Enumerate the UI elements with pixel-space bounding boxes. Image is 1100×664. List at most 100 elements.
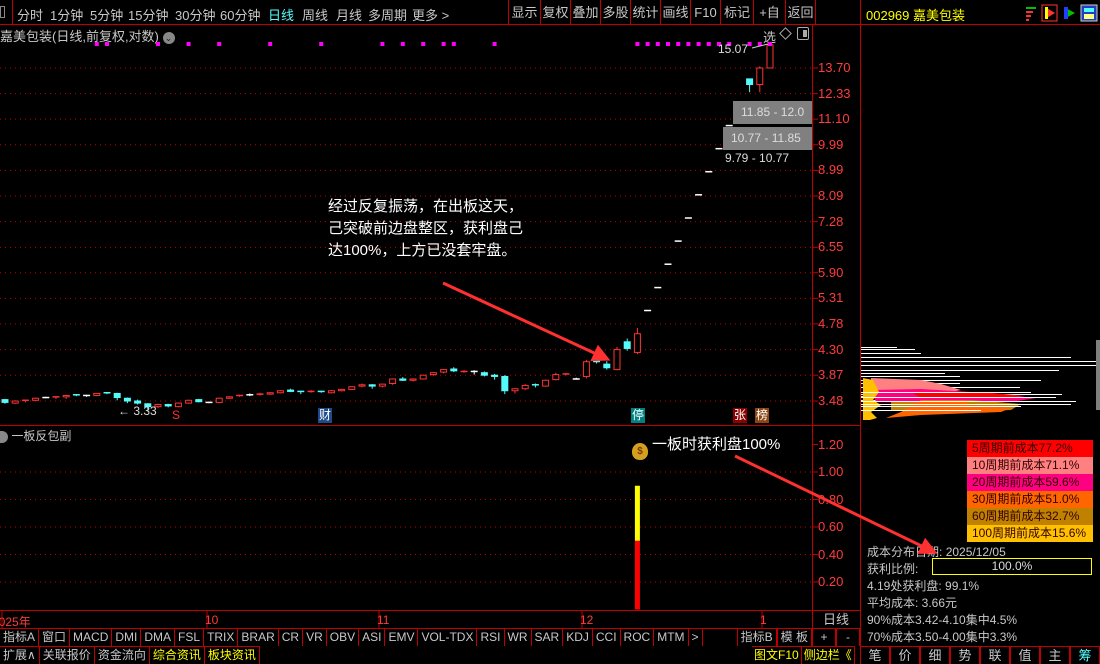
period-tab[interactable]: 月线 [336, 8, 363, 23]
chevron-down-icon[interactable]: ⌄ [162, 31, 175, 44]
signal-dot [268, 42, 273, 46]
indicator-tab[interactable]: FSL [175, 629, 205, 646]
indicator-tab[interactable]: DMA [141, 629, 176, 646]
indicator-tab[interactable]: ASI [359, 629, 386, 646]
toolbar-button[interactable]: 多股 [600, 0, 630, 25]
indicator-tab[interactable]: BRAR [238, 629, 279, 646]
toolbar-button[interactable]: 叠加 [570, 0, 600, 25]
signal-dot [319, 42, 324, 46]
indicator-tab[interactable]: EMV [385, 629, 419, 646]
indicator-tab[interactable]: OBV [327, 629, 360, 646]
toolbar-button[interactable]: F10 [690, 0, 720, 25]
chip-line [861, 373, 945, 374]
flag-red-icon[interactable] [1041, 4, 1058, 22]
period-tab[interactable]: 15分钟 [128, 8, 169, 23]
candle-body [32, 397, 40, 401]
candle-body [480, 372, 488, 376]
bottom-tab[interactable]: 关联报价 [40, 647, 95, 664]
flag-blue-icon[interactable] [1064, 7, 1075, 19]
indicator-tab[interactable]: CR [279, 629, 304, 646]
toolbar-button[interactable]: +自选 [753, 0, 785, 45]
indicator-tab[interactable]: RSI [477, 629, 505, 646]
template-tab[interactable]: 指标B [736, 629, 777, 646]
bottom-right-tabs: 图文F10 侧边栏《 [752, 646, 855, 664]
indicator-tab[interactable]: MTM [654, 629, 689, 646]
signal-dot [696, 42, 701, 46]
toolbar-button[interactable]: 复权 [540, 0, 570, 25]
chip-line [861, 392, 1031, 393]
toolbar-menu-icon[interactable] [0, 6, 5, 18]
indicator-tab[interactable]: SAR [532, 629, 564, 646]
indicator-tab[interactable]: MACD [70, 629, 113, 646]
period-tab[interactable]: 更多 > [412, 8, 450, 23]
indicator-tab[interactable]: DMI [112, 629, 142, 646]
event-marker[interactable]: 张 [733, 408, 747, 423]
toolbar-button[interactable]: 画线 [660, 0, 690, 25]
side-tab[interactable]: 联 [980, 647, 1010, 664]
side-tab[interactable]: 细 [920, 647, 950, 664]
bottom-tab[interactable]: 资金流向 [95, 647, 150, 664]
side-tab[interactable]: 价 [890, 647, 920, 664]
side-tab[interactable]: 主 [1040, 647, 1070, 664]
indicator-tab[interactable]: CCI [593, 629, 621, 646]
chip-line [861, 353, 921, 354]
candlestick-chart[interactable] [0, 0, 860, 664]
indicator-tab[interactable]: WR [505, 629, 532, 646]
indicator-tab[interactable]: > [689, 629, 703, 646]
template-tab[interactable]: - [836, 629, 860, 646]
chip-line [861, 365, 1100, 366]
period-tab[interactable]: 5分钟 [90, 8, 124, 23]
signal-dot [105, 42, 109, 46]
indicator-tab[interactable]: VR [303, 629, 327, 646]
cost-70: 70%成本3.50-4.00集中3.3% [867, 630, 1018, 644]
toolbar-button[interactable]: 标记 [720, 0, 753, 25]
price-axis-label: 8.99 [818, 162, 844, 178]
signal-dot [94, 42, 99, 46]
indicator-menu-icon[interactable] [0, 430, 8, 443]
price-axis-label: 6.55 [818, 239, 844, 255]
side-tab[interactable]: 笔 [860, 647, 890, 664]
period-tab[interactable]: 分时 [17, 8, 44, 23]
signal-dot [635, 42, 640, 46]
bottom-tab[interactable]: 综合资讯 [150, 647, 205, 664]
indicator-tab[interactable]: ROC [621, 629, 655, 646]
event-marker[interactable]: 财 [318, 408, 332, 423]
indicator-tab[interactable]: VOL-TDX [418, 629, 478, 646]
indicator-axis-label: 0.20 [818, 574, 844, 589]
event-marker[interactable]: 榜 [755, 408, 769, 423]
panel-toggle-icon[interactable] [797, 27, 809, 40]
toolbar-button[interactable]: 返回 [785, 0, 815, 25]
indicator-tab[interactable]: 指标A [0, 629, 40, 646]
event-marker[interactable]: S [171, 408, 180, 422]
candle-body [225, 396, 233, 399]
period-tab[interactable]: 1分钟 [50, 8, 84, 23]
bottom-tab[interactable]: 扩展∧ [0, 647, 40, 664]
graphic-f10-tab[interactable]: 图文F10 [752, 647, 802, 664]
template-tab[interactable]: + [812, 629, 836, 646]
price-axis-label: 4.78 [818, 315, 844, 331]
bottom-tabs: 扩展∧ 关联报价 资金流向 综合资讯 板块资讯 [0, 646, 260, 664]
side-tab[interactable]: 筹 [1070, 647, 1100, 664]
indicator-tab[interactable]: TRIX [204, 629, 239, 646]
period-tab[interactable]: 周线 [302, 8, 329, 23]
candle-body [185, 399, 193, 404]
side-tab[interactable]: 势 [950, 647, 980, 664]
period-tab[interactable]: 30分钟 [175, 8, 216, 23]
scrollbar[interactable] [1096, 340, 1100, 410]
toolbar-button[interactable]: 显示 [508, 0, 540, 25]
event-marker[interactable]: 停 [631, 408, 645, 423]
period-label[interactable]: 日线 [822, 612, 849, 627]
toolbar-button[interactable]: 统计 [630, 0, 660, 25]
calculator-icon[interactable] [1080, 4, 1098, 22]
period-tab[interactable]: 多周期 [368, 8, 408, 23]
bottom-tab[interactable]: 板块资讯 [205, 647, 260, 664]
indicator-tab[interactable]: KDJ [563, 629, 593, 646]
template-tab[interactable]: 模 板 [776, 629, 812, 646]
side-tab[interactable]: 值 [1010, 647, 1040, 664]
sidebar-toggle-tab[interactable]: 侧边栏《 [802, 647, 855, 664]
period-tab[interactable]: 日线 [268, 8, 295, 23]
candle-body [327, 390, 335, 394]
indicator-tab[interactable]: 窗口 [39, 629, 71, 646]
bars-icon[interactable] [1026, 7, 1036, 21]
period-tab[interactable]: 60分钟 [220, 8, 261, 23]
